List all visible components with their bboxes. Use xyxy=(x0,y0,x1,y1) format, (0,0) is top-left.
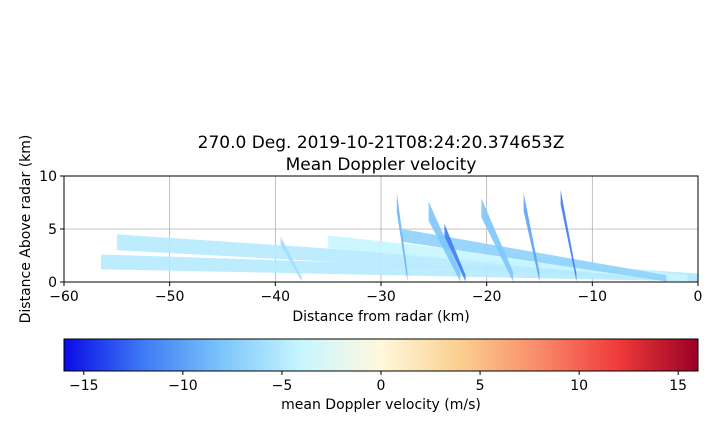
data-band xyxy=(396,192,408,282)
x-tick-label: −20 xyxy=(472,289,502,305)
x-tick-label: −60 xyxy=(49,289,79,305)
y-tick-label: 5 xyxy=(48,222,57,238)
data-band xyxy=(560,189,577,282)
colorbar-tick-label: −5 xyxy=(272,378,293,394)
colorbar-ticks: −15 −10 −5 0 5 10 15 xyxy=(69,371,687,394)
data-bands xyxy=(100,189,698,282)
data-band xyxy=(481,198,514,282)
x-axis-ticks: −60 −50 −40 −30 −20 −10 0 xyxy=(49,282,702,305)
y-axis-ticks: 0 5 10 xyxy=(39,169,64,291)
y-tick-label: 0 xyxy=(48,275,57,291)
x-tick-label: −40 xyxy=(261,289,291,305)
data-band xyxy=(100,254,698,282)
x-axis-label: Distance from radar (km) xyxy=(292,309,469,325)
data-band xyxy=(428,201,461,282)
x-tick-label: −30 xyxy=(366,289,396,305)
colorbar-tick-label: −15 xyxy=(69,378,99,394)
colorbar-tick-label: 10 xyxy=(570,378,588,394)
data-band xyxy=(280,236,302,282)
x-tick-label: −10 xyxy=(578,289,608,305)
y-axis-label: Distance Above radar (km) xyxy=(18,135,34,324)
chart-title: 270.0 Deg. 2019-10-21T08:24:20.374653Z xyxy=(198,133,565,153)
colorbar-tick-label: 5 xyxy=(476,378,485,394)
data-band xyxy=(523,192,540,282)
colorbar xyxy=(63,338,699,372)
colorbar-tick-label: 0 xyxy=(377,378,386,394)
data-band xyxy=(444,223,466,282)
chart-subtitle: Mean Doppler velocity xyxy=(286,155,477,175)
x-tick-label: −50 xyxy=(155,289,185,305)
colorbar-tick-label: −10 xyxy=(168,378,198,394)
x-tick-label: 0 xyxy=(694,289,703,305)
colorbar-label: mean Doppler velocity (m/s) xyxy=(281,397,481,413)
data-band xyxy=(116,234,698,282)
y-tick-label: 10 xyxy=(39,169,57,185)
colorbar-tick-label: 15 xyxy=(669,378,687,394)
